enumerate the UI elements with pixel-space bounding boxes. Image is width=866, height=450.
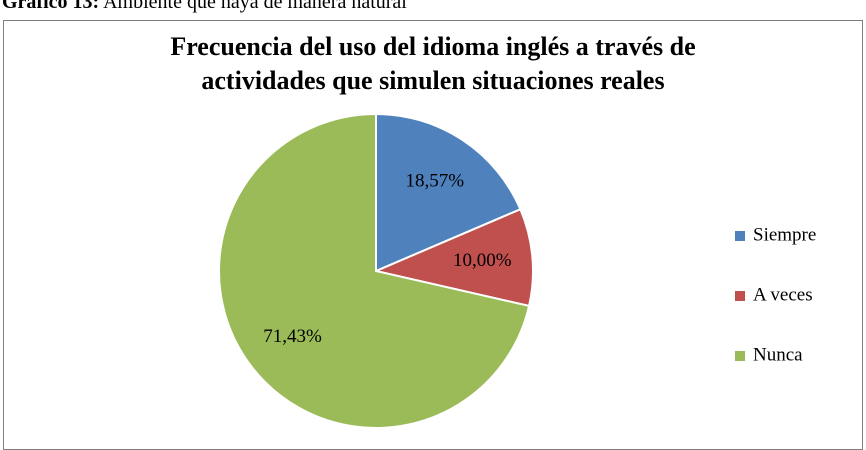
legend-label: Siempre [753,224,816,245]
pie-slice [218,112,531,429]
chart-title: Frecuencia del uso del idioma inglés a t… [170,32,696,95]
chart: 18,57% 10,00% 71,43% Siempre A veces Nunca [218,112,816,429]
legend-label: A veces [753,284,813,305]
data-label: 18,57% [406,170,465,191]
data-label: 10,00% [453,250,512,271]
legend-swatch [735,291,745,301]
pie-slice [375,112,522,273]
legend-swatch [735,231,745,241]
legend-label: Nunca [753,344,803,365]
data-label: 71,43% [263,326,322,347]
legend-swatch [735,351,745,361]
caption-label: Gráfico 13: [2,0,100,13]
caption-text: Ambiente que haya de manera natural [103,0,407,13]
pie-slice [372,207,534,308]
caption: Gráfico 13: Ambiente que haya de manera … [2,0,407,14]
